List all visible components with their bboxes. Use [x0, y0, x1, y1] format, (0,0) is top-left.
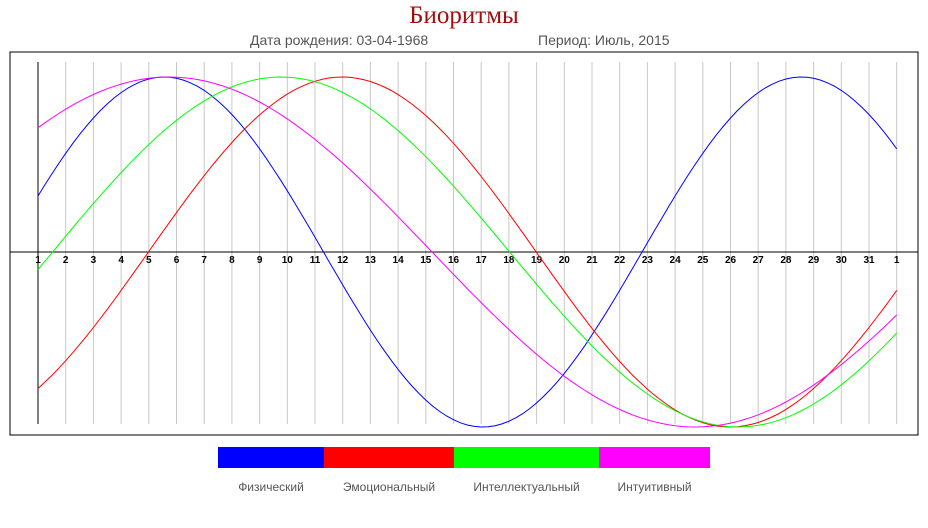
legend-swatch — [599, 447, 710, 468]
series-line — [37, 76, 898, 428]
x-tick-label: 18 — [503, 255, 515, 266]
legend-label: Интуитивный — [617, 480, 692, 494]
x-tick-label: 24 — [670, 255, 682, 266]
x-tick-label: 19 — [531, 255, 543, 266]
x-tick-label: 4 — [118, 255, 124, 266]
birth-date-value: 03-04-1968 — [356, 32, 429, 48]
x-tick-label: 5 — [146, 255, 152, 266]
x-tick-label: 11 — [310, 255, 321, 266]
plot-frame — [9, 51, 919, 436]
x-tick-label: 25 — [697, 255, 709, 266]
x-tick-label: 7 — [201, 255, 207, 266]
x-tick-label: 1 — [35, 255, 41, 266]
x-tick-label: 23 — [642, 255, 654, 266]
x-tick-label: 30 — [836, 255, 848, 266]
x-tick-label: 28 — [780, 255, 792, 266]
legend-swatch — [454, 447, 599, 468]
series-line — [37, 76, 898, 428]
x-tick-label: 10 — [282, 255, 294, 266]
x-tick-label: 8 — [229, 255, 235, 266]
period-value: Июль, 2015 — [594, 32, 670, 48]
x-tick-label: 3 — [91, 255, 97, 266]
birth-date-line: Дата рождения: 03-04-1968 — [250, 32, 428, 48]
x-tick-label: 27 — [753, 255, 765, 266]
x-tick-label: 31 — [863, 255, 875, 266]
x-tick-label: 9 — [257, 255, 263, 266]
x-tick-label: 20 — [559, 255, 571, 266]
x-tick-label: 15 — [420, 255, 432, 266]
period-label: Период: — [538, 32, 591, 48]
legend-swatch — [218, 447, 324, 468]
legend-label: Интеллектуальный — [473, 480, 580, 494]
series-line — [37, 76, 898, 428]
x-tick-label: 29 — [808, 255, 820, 266]
x-tick-label: 6 — [174, 255, 180, 266]
x-tick-label: 1 — [894, 255, 900, 266]
chart-title: Биоритмы — [409, 2, 519, 29]
series-line — [37, 76, 898, 428]
legend-label: Эмоциональный — [342, 480, 436, 494]
period-line: Период: Июль, 2015 — [538, 32, 670, 48]
x-tick-label: 13 — [365, 255, 377, 266]
x-tick-label: 12 — [337, 255, 349, 266]
x-tick-label: 14 — [393, 255, 405, 266]
legend-label: Физический — [238, 480, 304, 494]
x-tick-label: 16 — [448, 255, 460, 266]
x-tick-label: 22 — [614, 255, 626, 266]
x-tick-label: 17 — [476, 255, 488, 266]
x-tick-label: 2 — [63, 255, 69, 266]
x-tick-label: 26 — [725, 255, 737, 266]
birth-date-label: Дата рождения: — [250, 32, 353, 48]
legend-swatch — [324, 447, 454, 468]
series-lines — [37, 76, 898, 428]
x-tick-label: 21 — [586, 255, 598, 266]
x-tick-labels: 1 2 3 4 5 6 7 8 9 10 11 12 13 14 15 16 17 18 19 20 21 22 23 24 2… — [35, 255, 900, 266]
grid-lines — [65, 62, 898, 424]
